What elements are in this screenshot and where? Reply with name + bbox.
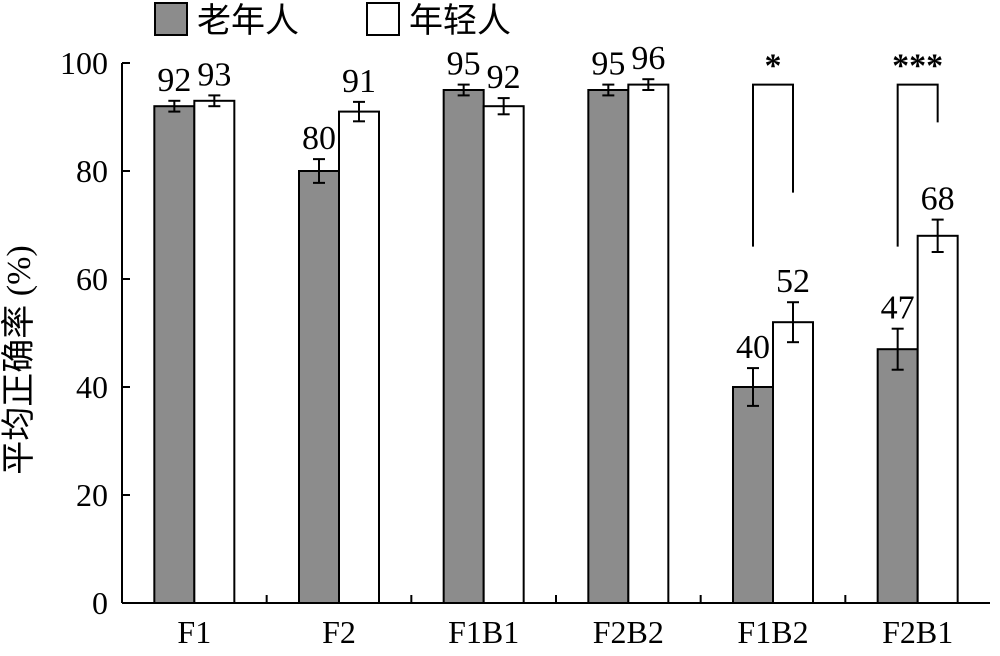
bar <box>732 386 774 604</box>
bar <box>916 234 959 605</box>
data-label: 68 <box>921 181 955 218</box>
y-tick-label: 80 <box>76 153 108 189</box>
y-tick-label: 100 <box>60 45 108 81</box>
data-label: 40 <box>736 329 770 366</box>
bar <box>482 105 525 604</box>
y-axis-title: 平均正确率 (%) <box>0 245 38 474</box>
data-label: 80 <box>302 120 336 157</box>
bar <box>153 105 196 604</box>
legend-label-older: 老年人 <box>197 2 299 40</box>
legend: 老年人 年轻人 <box>154 2 511 40</box>
data-label: 92 <box>157 62 191 99</box>
data-label: 95 <box>447 46 481 83</box>
x-tick-label: F1 <box>177 614 211 650</box>
y-tick-label: 20 <box>76 477 108 513</box>
bar <box>298 170 340 604</box>
bar <box>442 89 485 604</box>
significance-bracket <box>752 83 794 247</box>
x-tick-label: F2 <box>322 614 356 650</box>
bar <box>627 83 670 605</box>
bar <box>338 110 380 604</box>
legend-swatch-older <box>154 2 188 36</box>
y-tick-label: 40 <box>76 369 108 405</box>
data-label: 92 <box>487 59 521 96</box>
bar <box>193 99 236 605</box>
legend-swatch-younger <box>366 2 400 36</box>
data-label: 52 <box>776 263 810 300</box>
data-label: 96 <box>631 40 665 77</box>
x-tick-label: F2B2 <box>593 614 664 650</box>
data-label: 91 <box>342 63 376 100</box>
x-tick-label: F1B1 <box>448 614 519 650</box>
significance-label: * <box>765 48 782 85</box>
significance-label: *** <box>892 48 943 85</box>
y-tick-label: 60 <box>76 261 108 297</box>
y-tick-label: 0 <box>92 585 108 621</box>
data-label: 95 <box>591 46 625 83</box>
legend-label-younger: 年轻人 <box>409 2 511 40</box>
data-label: 93 <box>197 56 231 93</box>
significance-bracket <box>896 83 939 247</box>
bar <box>587 89 630 604</box>
bar <box>876 348 919 605</box>
data-label: 47 <box>881 290 915 327</box>
x-tick-label: F2B1 <box>882 614 953 650</box>
x-tick-label: F1B2 <box>737 614 808 650</box>
bar <box>772 321 814 604</box>
